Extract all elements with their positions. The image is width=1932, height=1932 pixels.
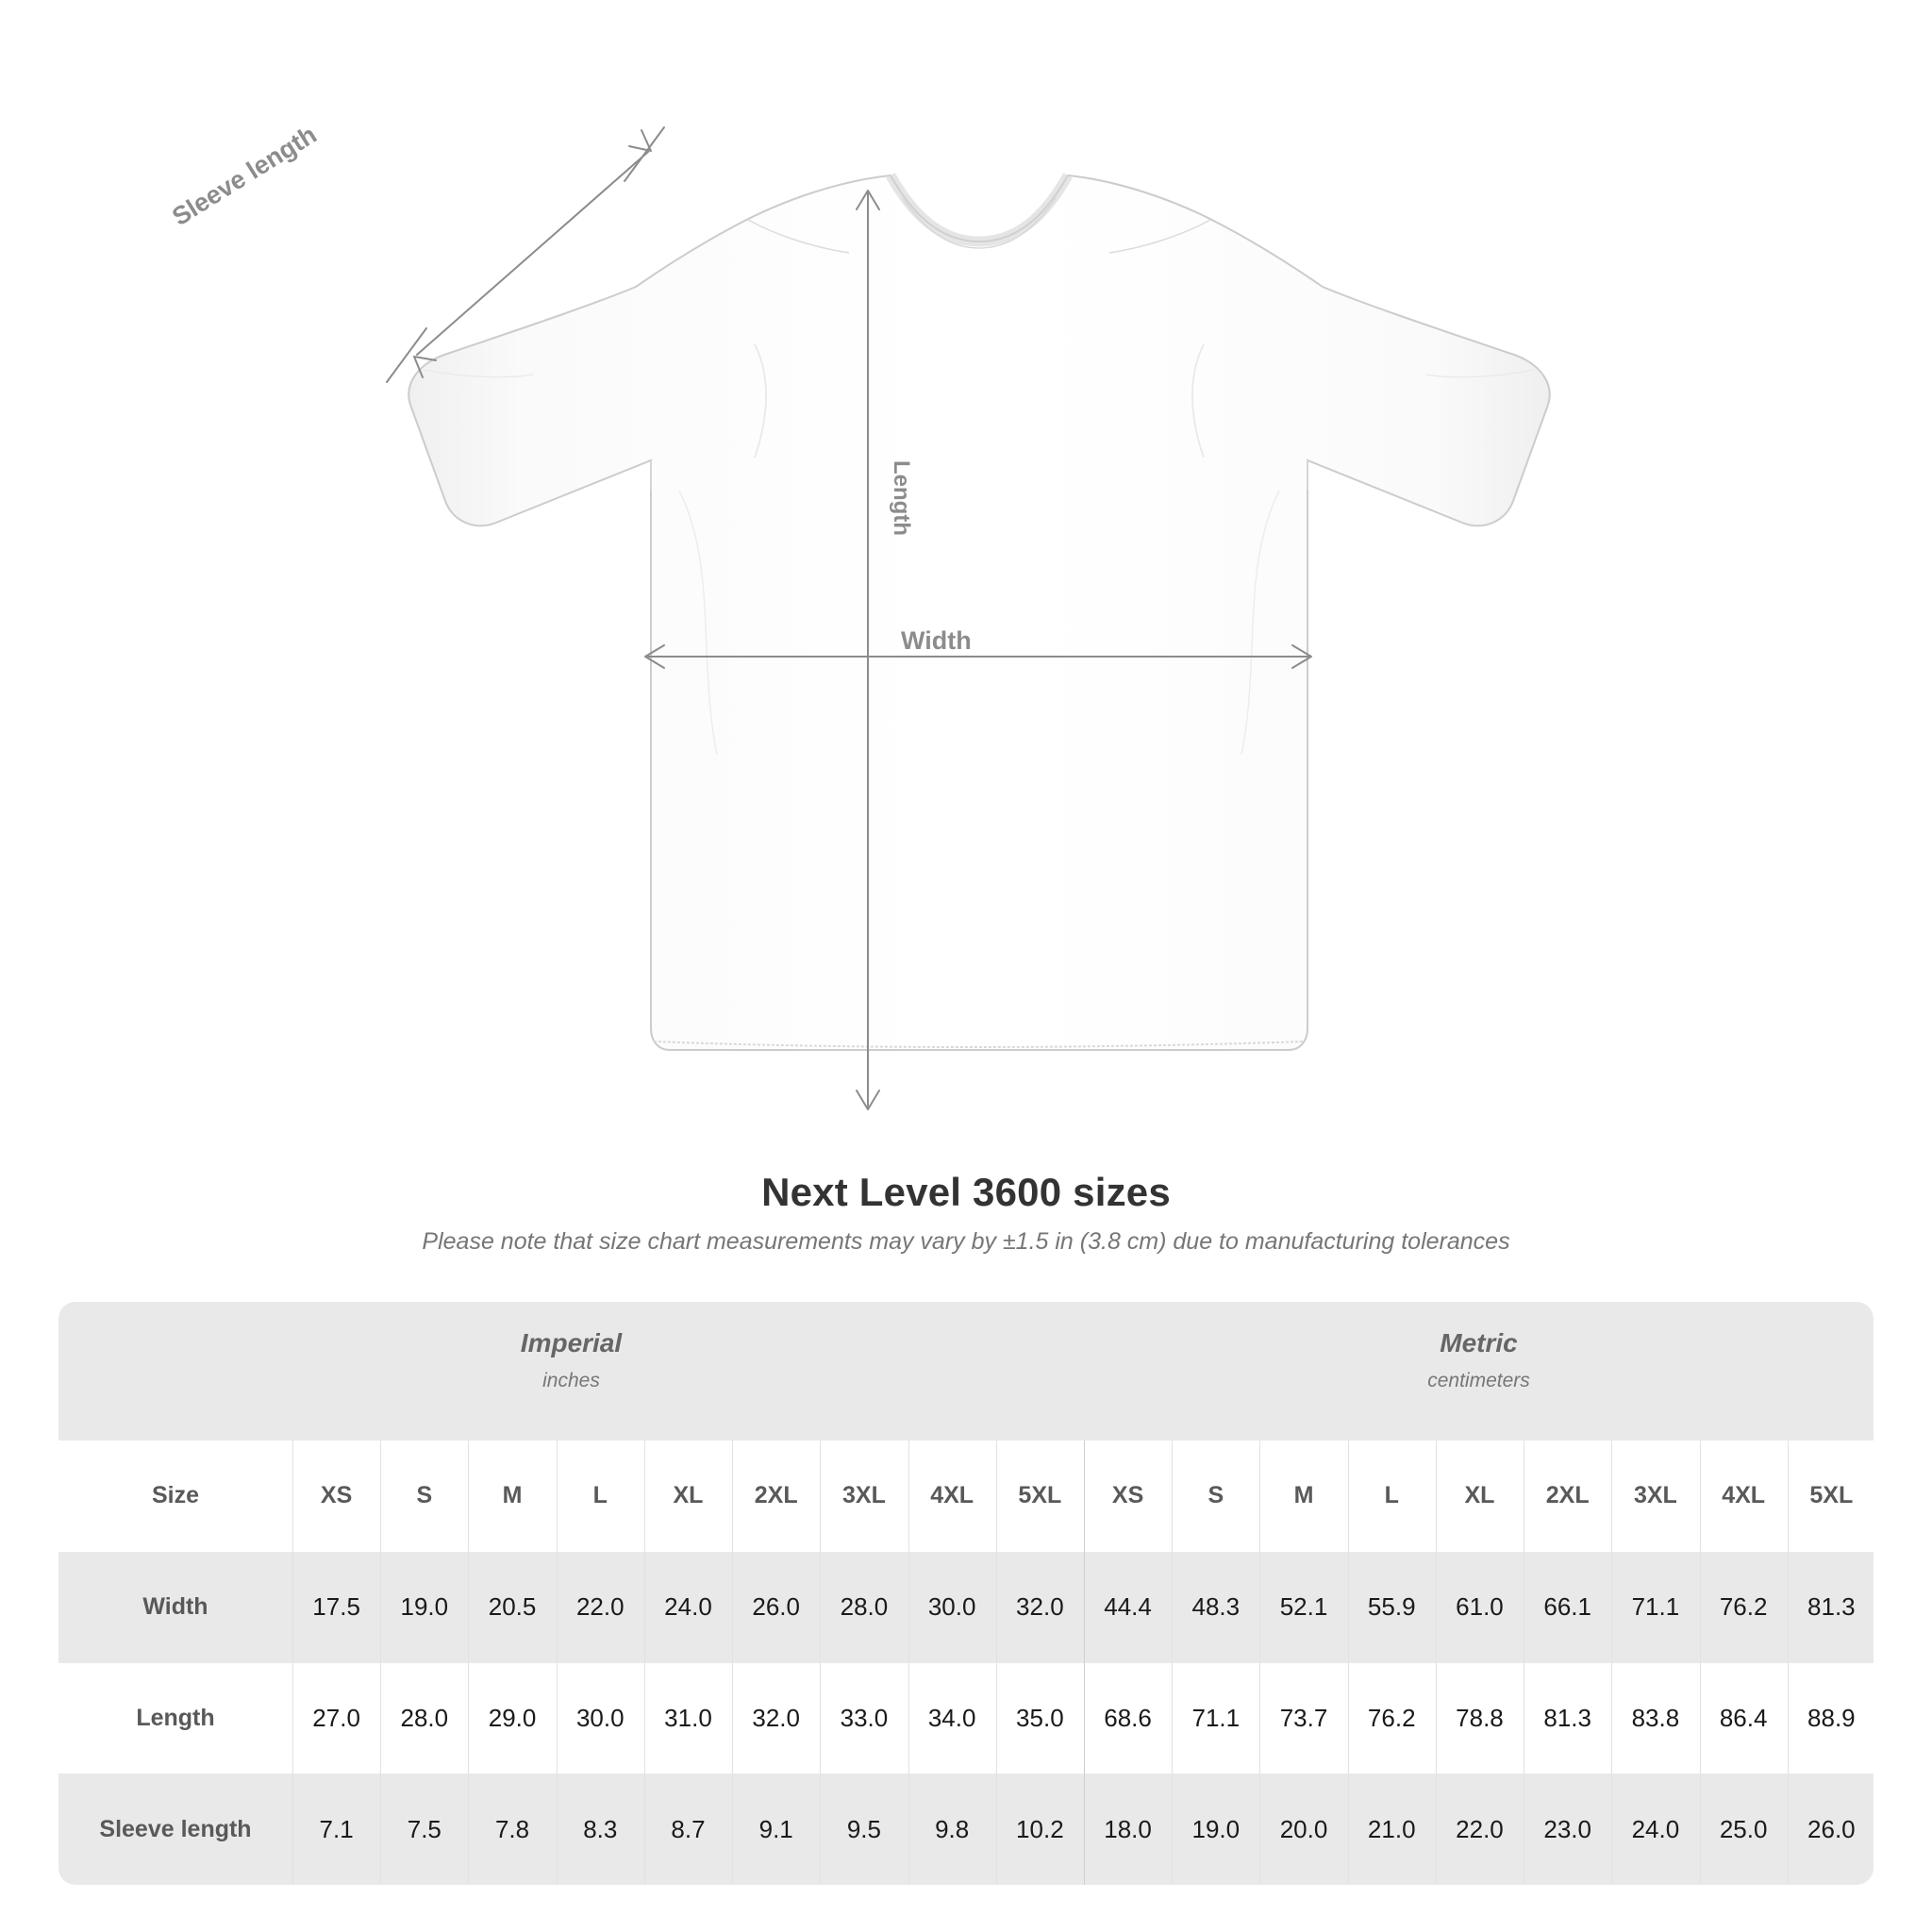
- svg-text:Length: Length: [889, 460, 914, 536]
- svg-text:Width: Width: [901, 626, 972, 655]
- svg-text:Sleeve length: Sleeve length: [167, 120, 322, 231]
